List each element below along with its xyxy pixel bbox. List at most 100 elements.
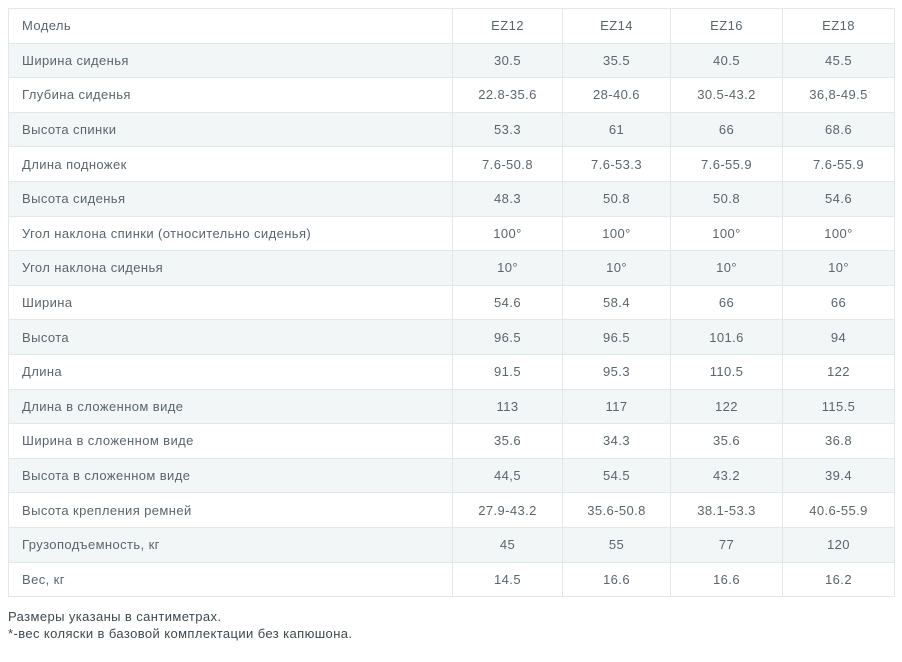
row-value: 14.5 [452, 561, 563, 598]
row-label: Ширина сиденья [8, 42, 453, 79]
row-value: 16.2 [782, 561, 895, 598]
row-label: Длина [8, 353, 453, 390]
table-row: Грузоподъемность, кг 45 55 77 120 [8, 526, 895, 563]
spec-page: Модель EZ12 EZ14 EZ16 EZ18 Ширина сидень… [8, 8, 895, 642]
row-value: 110.5 [670, 353, 783, 390]
row-value: 35.6 [452, 423, 563, 459]
row-value: 27.9-43.2 [452, 492, 563, 528]
row-value: 91.5 [452, 353, 563, 390]
row-label: Глубина сиденья [8, 77, 453, 113]
row-value: 48.3 [452, 180, 563, 217]
row-value: 10° [562, 250, 671, 286]
row-label: Угол наклона сиденья [8, 250, 453, 286]
row-value: 10° [782, 250, 895, 286]
footnote-units: Размеры указаны в сантиметрах. [8, 609, 222, 625]
row-value: 44,5 [452, 457, 563, 494]
row-value: 35.5 [562, 42, 671, 79]
row-value: 28-40.6 [562, 77, 671, 113]
table-row: Высота спинки 53.3 61 66 68.6 [8, 111, 895, 148]
row-value: 117 [562, 388, 671, 425]
table-row: Вес, кг 14.5 16.6 16.6 16.2 [8, 561, 895, 598]
row-value: 45 [452, 526, 563, 563]
row-value: 40.5 [670, 42, 783, 79]
row-value: 122 [782, 353, 895, 390]
row-value: 36.8 [782, 423, 895, 459]
row-label: Вес, кг [8, 561, 453, 598]
row-value: 77 [670, 526, 783, 563]
table-row: Высота 96.5 96.5 101.6 94 [8, 319, 895, 355]
row-label: Высота сиденья [8, 180, 453, 217]
row-value: 30.5 [452, 42, 563, 79]
table-row: Длина подножек 7.6-50.8 7.6-53.3 7.6-55.9 7.… [8, 146, 895, 182]
table-row: Ширина 54.6 58.4 66 66 [8, 284, 895, 321]
row-value: 43.2 [670, 457, 783, 494]
spec-table: Модель EZ12 EZ14 EZ16 EZ18 Ширина сидень… [8, 8, 895, 598]
row-value: 40.6-55.9 [782, 492, 895, 528]
row-label: Длина в сложенном виде [8, 388, 453, 425]
row-label: Высота крепления ремней [8, 492, 453, 528]
row-value: 30.5-43.2 [670, 77, 783, 113]
row-value: 101.6 [670, 319, 783, 355]
table-row: Длина 91.5 95.3 110.5 122 [8, 353, 895, 390]
row-label: Высота в сложенном виде [8, 457, 453, 494]
row-value: 95.3 [562, 353, 671, 390]
header-model-ez18: EZ18 [782, 8, 895, 44]
table-row: Глубина сиденья 22.8-35.6 28-40.6 30.5-43.2… [8, 77, 895, 113]
table-row: Угол наклона спинки (относительно сидень… [8, 215, 895, 252]
row-value: 55 [562, 526, 671, 563]
header-model-ez12: EZ12 [452, 8, 563, 44]
row-label: Ширина в сложенном виде [8, 423, 453, 459]
row-value: 7.6-55.9 [670, 146, 783, 182]
header-model-label: Модель [8, 8, 453, 44]
row-value: 39.4 [782, 457, 895, 494]
row-value: 16.6 [562, 561, 671, 598]
row-value: 50.8 [562, 180, 671, 217]
row-value: 100° [452, 215, 563, 252]
row-value: 94 [782, 319, 895, 355]
row-value: 66 [782, 284, 895, 321]
row-value: 100° [782, 215, 895, 252]
row-value: 38.1-53.3 [670, 492, 783, 528]
row-value: 45.5 [782, 42, 895, 79]
row-value: 54.6 [782, 180, 895, 217]
row-value: 50.8 [670, 180, 783, 217]
row-value: 68.6 [782, 111, 895, 148]
table-row: Высота в сложенном виде 44,5 54.5 43.2 39.4 [8, 457, 895, 494]
row-value: 7.6-50.8 [452, 146, 563, 182]
row-label: Длина подножек [8, 146, 453, 182]
row-value: 113 [452, 388, 563, 425]
row-value: 7.6-53.3 [562, 146, 671, 182]
footnotes: Размеры указаны в сантиметрах. *-вес кол… [8, 608, 894, 642]
row-label: Ширина [8, 284, 453, 321]
row-value: 96.5 [562, 319, 671, 355]
table-header-row: Модель EZ12 EZ14 EZ16 EZ18 [8, 8, 895, 44]
row-label: Угол наклона спинки (относительно сидень… [8, 215, 453, 252]
row-value: 58.4 [562, 284, 671, 321]
row-label: Высота спинки [8, 111, 453, 148]
row-value: 122 [670, 388, 783, 425]
row-value: 10° [452, 250, 563, 286]
row-value: 96.5 [452, 319, 563, 355]
table-row: Высота сиденья 48.3 50.8 50.8 54.6 [8, 180, 895, 217]
table-row: Угол наклона сиденья 10° 10° 10° 10° [8, 250, 895, 286]
table-row: Ширина в сложенном виде 35.6 34.3 35.6 36.8 [8, 423, 895, 459]
row-value: 54.5 [562, 457, 671, 494]
row-value: 120 [782, 526, 895, 563]
row-value: 36,8-49.5 [782, 77, 895, 113]
row-value: 115.5 [782, 388, 895, 425]
table-row: Ширина сиденья 30.5 35.5 40.5 45.5 [8, 42, 895, 79]
row-value: 66 [670, 284, 783, 321]
row-value: 66 [670, 111, 783, 148]
row-value: 16.6 [670, 561, 783, 598]
row-value: 22.8-35.6 [452, 77, 563, 113]
row-value: 53.3 [452, 111, 563, 148]
row-value: 100° [670, 215, 783, 252]
row-value: 35.6 [670, 423, 783, 459]
row-value: 54.6 [452, 284, 563, 321]
row-value: 10° [670, 250, 783, 286]
row-value: 34.3 [562, 423, 671, 459]
header-model-ez16: EZ16 [670, 8, 783, 44]
row-value: 7.6-55.9 [782, 146, 895, 182]
row-value: 61 [562, 111, 671, 148]
row-value: 35.6-50.8 [562, 492, 671, 528]
